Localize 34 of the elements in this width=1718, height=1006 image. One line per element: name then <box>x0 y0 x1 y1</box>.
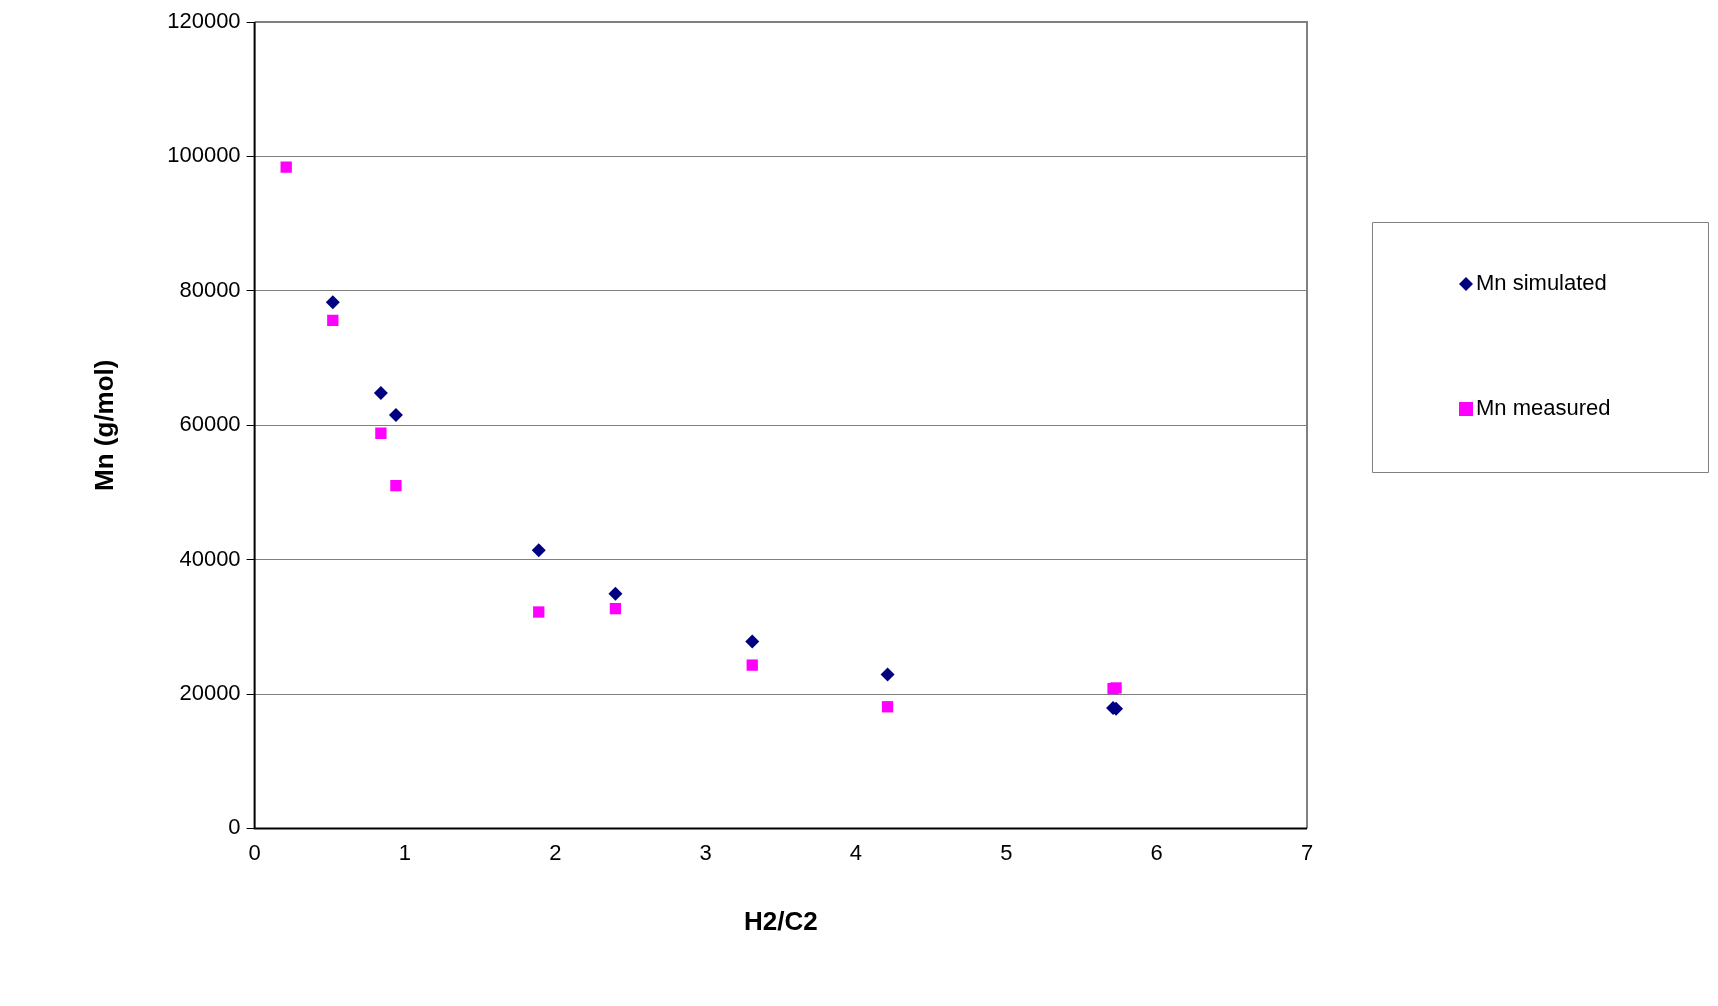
y-tick-label: 100000 <box>167 142 241 168</box>
point <box>373 385 388 400</box>
point <box>609 603 622 615</box>
point <box>390 480 402 492</box>
point <box>745 634 760 649</box>
point <box>746 659 758 671</box>
x-tick-label: 1 <box>398 839 412 865</box>
legend-label: Mn simulated <box>1476 270 1607 296</box>
y-tick-label: 0 <box>228 814 241 840</box>
point <box>531 543 546 558</box>
legend-label: Mn measured <box>1476 395 1611 421</box>
x-axis-title: H2/C2 <box>743 905 818 936</box>
y-tick-label: 40000 <box>179 545 241 571</box>
x-tick-label: 3 <box>699 839 712 865</box>
x-tick-label: 2 <box>549 839 562 865</box>
point <box>881 701 894 713</box>
x-tick-label: 0 <box>248 839 261 865</box>
point <box>325 295 340 310</box>
y-tick-label: 60000 <box>179 411 241 437</box>
x-tick-label: 7 <box>1300 839 1314 865</box>
x-tick-label: 6 <box>1150 839 1163 865</box>
point <box>327 314 339 327</box>
point <box>880 667 895 682</box>
point <box>388 408 403 423</box>
y-tick-label: 120000 <box>167 8 241 34</box>
y-tick-label: 80000 <box>179 276 241 302</box>
x-tick-label: 4 <box>849 839 863 865</box>
point <box>280 161 292 173</box>
y-axis-title: Mn (g/mol) <box>88 359 119 491</box>
x-tick-label: 5 <box>1000 839 1013 865</box>
point <box>608 586 623 601</box>
point <box>375 427 387 439</box>
y-tick-label: 20000 <box>179 680 241 706</box>
point <box>533 606 545 618</box>
